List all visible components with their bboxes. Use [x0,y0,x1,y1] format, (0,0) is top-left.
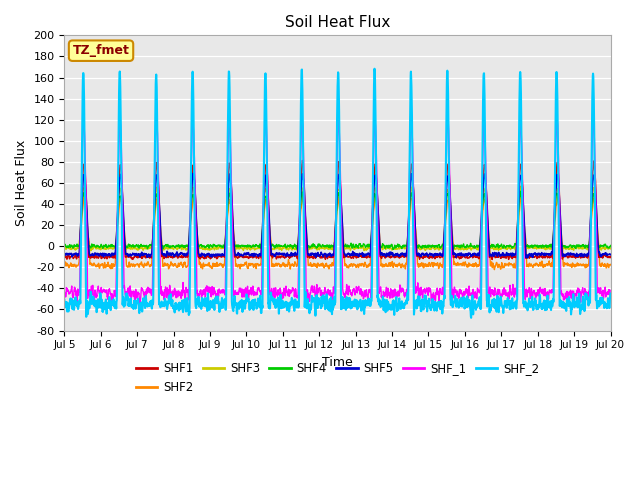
Y-axis label: Soil Heat Flux: Soil Heat Flux [15,140,28,226]
Legend: SHF1, SHF2, SHF3, SHF4, SHF5, SHF_1, SHF_2: SHF1, SHF2, SHF3, SHF4, SHF5, SHF_1, SHF… [131,357,544,398]
X-axis label: Time: Time [322,356,353,369]
Text: TZ_fmet: TZ_fmet [72,44,129,57]
Title: Soil Heat Flux: Soil Heat Flux [285,15,390,30]
